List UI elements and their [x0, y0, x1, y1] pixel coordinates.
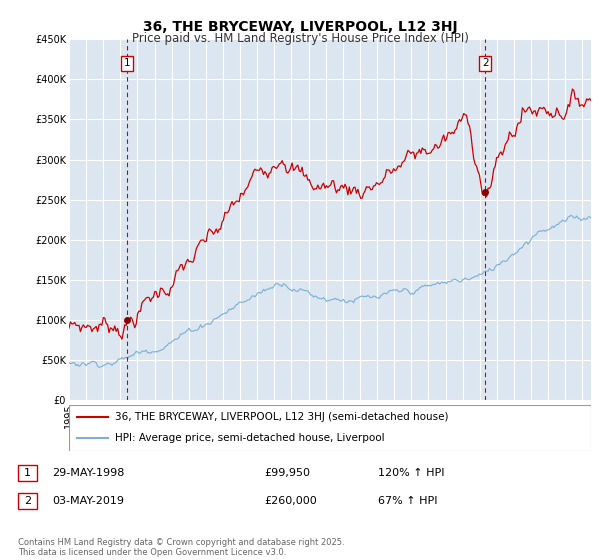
Text: £99,950: £99,950 [264, 468, 310, 478]
Text: 2: 2 [24, 496, 31, 506]
Text: 36, THE BRYCEWAY, LIVERPOOL, L12 3HJ (semi-detached house): 36, THE BRYCEWAY, LIVERPOOL, L12 3HJ (se… [115, 412, 448, 422]
Text: 1: 1 [124, 58, 131, 68]
Text: 29-MAY-1998: 29-MAY-1998 [52, 468, 125, 478]
Text: 1: 1 [24, 468, 31, 478]
Text: 03-MAY-2019: 03-MAY-2019 [52, 496, 124, 506]
Text: 67% ↑ HPI: 67% ↑ HPI [378, 496, 437, 506]
Text: 36, THE BRYCEWAY, LIVERPOOL, L12 3HJ: 36, THE BRYCEWAY, LIVERPOOL, L12 3HJ [143, 20, 457, 34]
Text: 2: 2 [482, 58, 489, 68]
Text: HPI: Average price, semi-detached house, Liverpool: HPI: Average price, semi-detached house,… [115, 433, 385, 444]
Text: £260,000: £260,000 [264, 496, 317, 506]
Text: Price paid vs. HM Land Registry's House Price Index (HPI): Price paid vs. HM Land Registry's House … [131, 32, 469, 45]
Text: 120% ↑ HPI: 120% ↑ HPI [378, 468, 445, 478]
Text: Contains HM Land Registry data © Crown copyright and database right 2025.
This d: Contains HM Land Registry data © Crown c… [18, 538, 344, 557]
